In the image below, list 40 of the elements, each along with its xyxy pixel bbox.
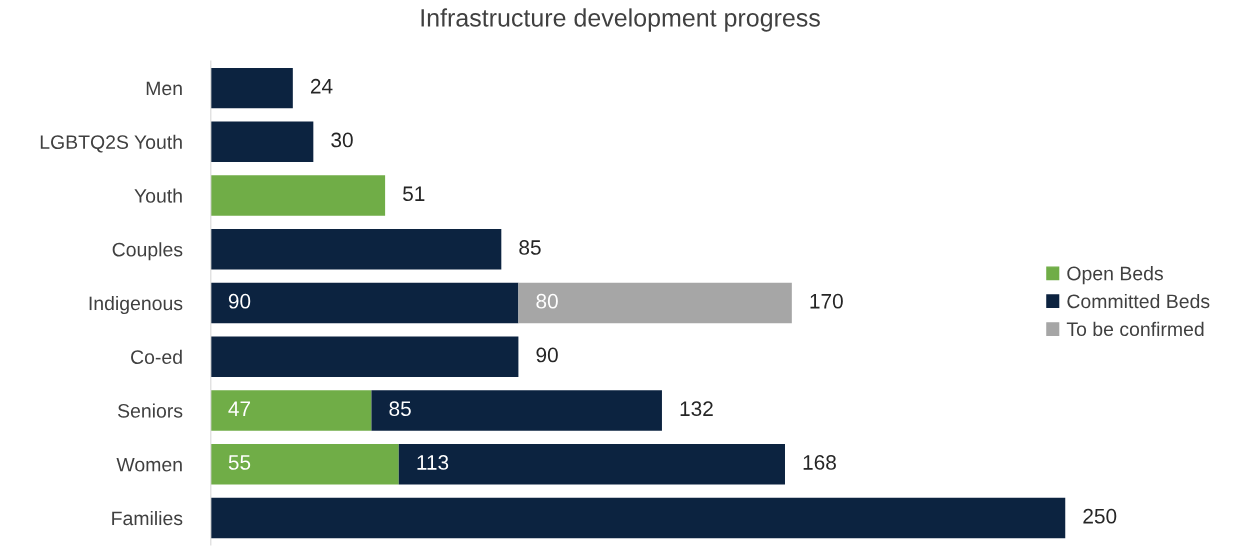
y-tick-label: Women	[116, 457, 182, 472]
bar	[371, 390, 662, 431]
y-tick-label: Seniors	[117, 403, 183, 418]
total-label: 132	[680, 401, 713, 417]
y-tick-label: Couples	[112, 242, 183, 261]
y-tick-label: Youth	[134, 188, 182, 203]
data-label: 85	[389, 401, 411, 417]
total-label: 51	[403, 186, 425, 202]
y-tick-label: Co-ed	[131, 349, 182, 364]
total-label: 170	[810, 293, 843, 309]
total-label: 85	[519, 240, 541, 255]
data-label: 113	[417, 455, 449, 470]
bar	[210, 229, 502, 270]
bar	[518, 282, 792, 324]
total-label: 90	[536, 347, 558, 363]
total-label: 30	[331, 132, 353, 148]
y-tick-label: Families	[112, 510, 183, 526]
total-label: 24	[310, 78, 333, 94]
y-tick-label: LGBTQ2S Youth	[40, 134, 182, 153]
data-label: 47	[228, 401, 251, 416]
bar	[210, 444, 399, 485]
bar	[210, 67, 293, 109]
bar	[210, 282, 519, 324]
y-tick-label: Indigenous	[89, 295, 183, 315]
legend-label: To be confirmed	[1066, 321, 1204, 337]
chart-title: Infrastructure development progress	[421, 8, 820, 32]
bar	[210, 336, 519, 377]
legend-label: Committed Beds	[1067, 293, 1210, 309]
bar	[210, 390, 372, 431]
data-label: 55	[228, 455, 251, 470]
bar	[210, 175, 386, 216]
bar	[210, 497, 1066, 539]
data-label: 80	[536, 293, 558, 309]
total-label: 168	[803, 455, 836, 470]
bar	[210, 121, 314, 162]
y-tick-label: Men	[146, 81, 182, 96]
data-label: 90	[228, 293, 251, 309]
legend-label: Open Beds	[1067, 266, 1163, 285]
total-label: 250	[1083, 508, 1117, 524]
bar	[398, 444, 785, 485]
